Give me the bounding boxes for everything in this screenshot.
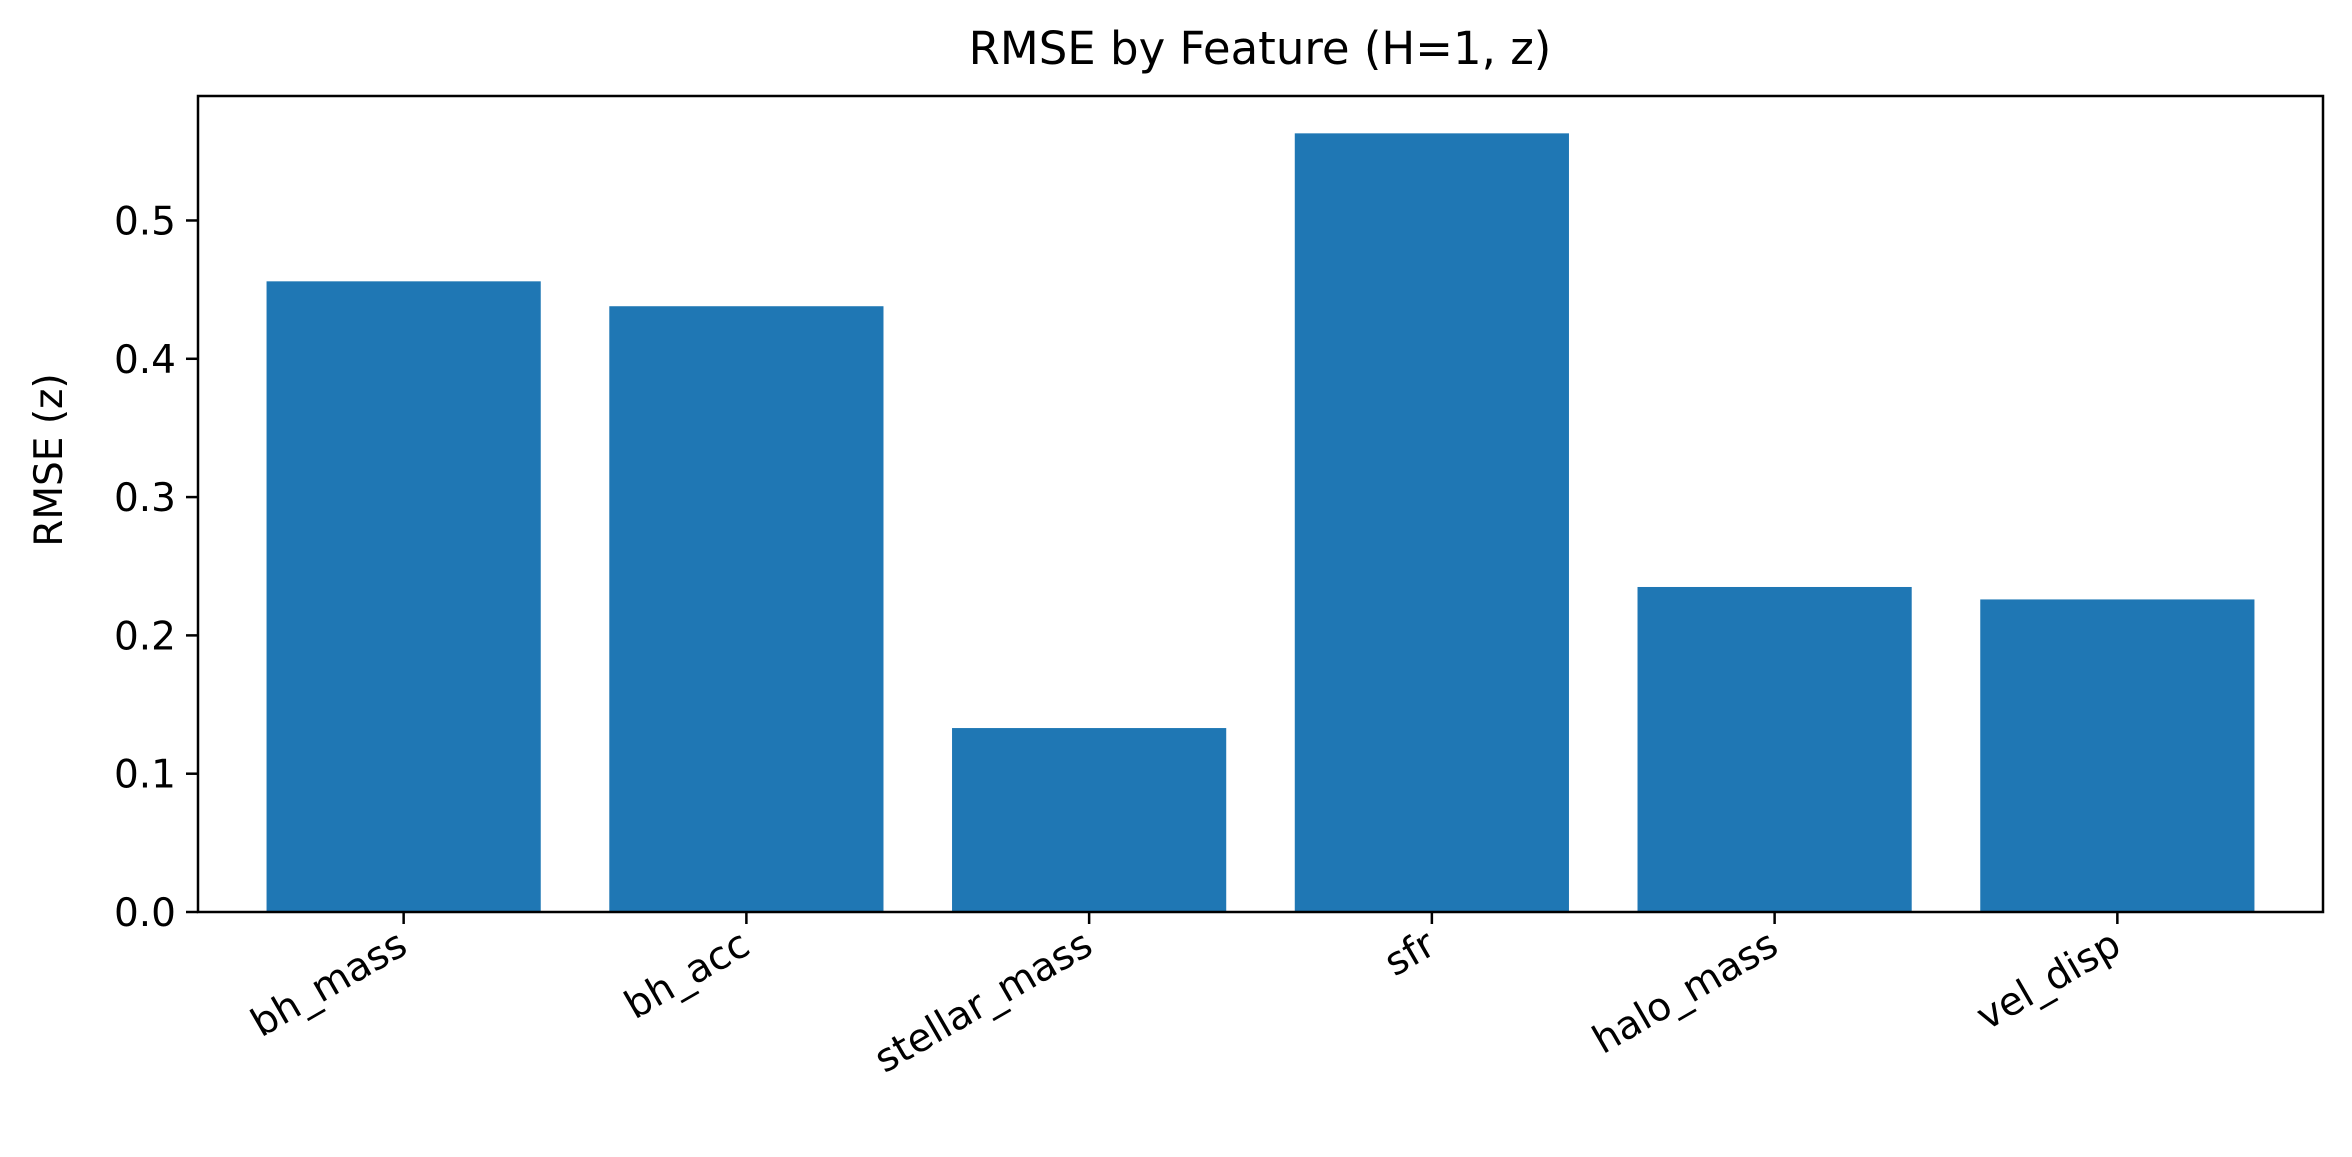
y-tick-label: 0.3 [114, 476, 176, 521]
y-tick-label: 0.5 [114, 199, 176, 244]
plot-frame [196, 94, 2325, 914]
x-tick-label: sfr [1377, 921, 1444, 985]
x-tick-label: bh_acc [617, 922, 757, 1029]
bar-vel-disp [1980, 599, 2255, 912]
y-tick-label: 0.2 [114, 614, 176, 659]
y-axis-ticks: 0.0 0.1 0.2 0.3 0.4 0.5 [114, 199, 198, 936]
x-tick-label: vel_disp [1969, 922, 2128, 1040]
y-tick-label: 0.1 [114, 753, 176, 798]
x-axis-ticks: bh_mass bh_acc stellar_mass sfr halo_mass vel… [244, 912, 2128, 1083]
bars-layer [266, 133, 2255, 912]
bar-halo-mass [1637, 586, 1912, 912]
bar-bh-acc [609, 306, 884, 912]
y-tick-label: 0.0 [114, 891, 176, 936]
bar-bh-mass [266, 281, 541, 912]
x-tick-label: stellar_mass [867, 922, 1100, 1083]
chart-title: RMSE by Feature (H=1, z) [969, 22, 1552, 75]
bar-stellar-mass [952, 728, 1227, 912]
y-axis-label: RMSE (z) [27, 373, 72, 546]
x-tick-label: halo_mass [1585, 922, 1785, 1064]
y-tick-label: 0.4 [114, 338, 176, 383]
bar-sfr [1294, 133, 1569, 912]
x-tick-label: bh_mass [244, 922, 415, 1047]
